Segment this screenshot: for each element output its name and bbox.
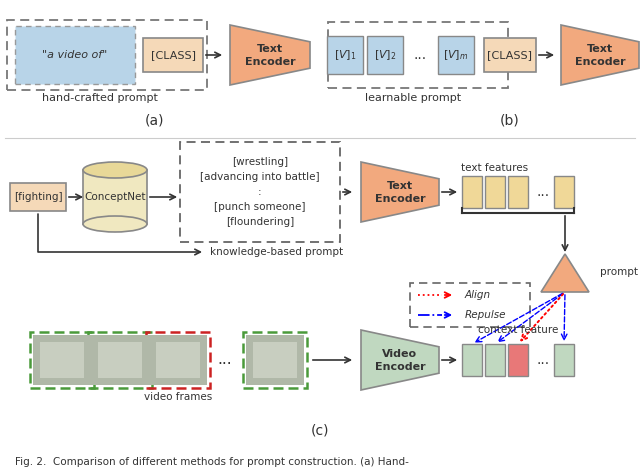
Ellipse shape xyxy=(83,162,147,178)
Text: ConceptNet: ConceptNet xyxy=(84,192,146,202)
Text: text features: text features xyxy=(461,163,529,173)
Bar xyxy=(149,335,207,385)
Bar xyxy=(554,344,574,376)
Bar xyxy=(462,344,482,376)
Bar xyxy=(15,26,135,84)
Text: Text: Text xyxy=(257,44,283,54)
Text: ...: ... xyxy=(413,48,427,62)
Bar xyxy=(485,344,505,376)
Text: Text: Text xyxy=(587,44,613,54)
Bar xyxy=(30,332,94,388)
Bar xyxy=(7,20,207,90)
Text: [floundering]: [floundering] xyxy=(226,217,294,227)
Bar xyxy=(40,342,84,378)
Bar xyxy=(508,344,528,376)
Text: hand-crafted prompt: hand-crafted prompt xyxy=(42,93,158,103)
Bar xyxy=(367,36,403,74)
Text: prompt feature: prompt feature xyxy=(600,267,640,277)
Bar xyxy=(180,142,340,242)
Text: [punch someone]: [punch someone] xyxy=(214,202,306,212)
Text: knowledge-based prompt: knowledge-based prompt xyxy=(210,247,343,257)
Bar xyxy=(83,170,147,224)
Polygon shape xyxy=(541,254,589,292)
Text: Encoder: Encoder xyxy=(374,362,426,372)
Bar xyxy=(146,332,210,388)
Bar xyxy=(253,342,297,378)
Bar xyxy=(462,176,482,208)
Bar xyxy=(91,335,149,385)
Text: Text: Text xyxy=(387,181,413,191)
Text: $[V]_2$: $[V]_2$ xyxy=(374,48,396,62)
Polygon shape xyxy=(361,330,439,390)
Bar xyxy=(88,332,152,388)
Text: [CLASS]: [CLASS] xyxy=(488,50,532,60)
Text: $[V]_m$: $[V]_m$ xyxy=(444,48,468,62)
Text: Encoder: Encoder xyxy=(575,57,625,67)
Text: ...: ... xyxy=(536,353,550,367)
Text: ...: ... xyxy=(218,352,232,368)
Bar xyxy=(328,22,508,88)
Polygon shape xyxy=(361,162,439,222)
Text: ...: ... xyxy=(536,185,550,199)
Bar xyxy=(484,38,536,72)
Bar xyxy=(438,36,474,74)
Text: Align: Align xyxy=(465,290,491,300)
Bar xyxy=(143,38,203,72)
Text: video frames: video frames xyxy=(144,392,212,402)
Text: Encoder: Encoder xyxy=(244,57,295,67)
Bar xyxy=(410,283,530,327)
Text: [fighting]: [fighting] xyxy=(13,192,62,202)
Text: [CLASS]: [CLASS] xyxy=(150,50,195,60)
Text: $[V]_1$: $[V]_1$ xyxy=(333,48,356,62)
Text: context feature: context feature xyxy=(478,325,558,335)
Bar xyxy=(246,335,304,385)
Text: Repulse: Repulse xyxy=(465,310,506,320)
Bar xyxy=(508,176,528,208)
Text: (c): (c) xyxy=(311,423,329,437)
Bar xyxy=(485,176,505,208)
Bar xyxy=(327,36,363,74)
Polygon shape xyxy=(561,25,639,85)
Text: Fig. 2.  Comparison of different methods for prompt construction. (a) Hand-: Fig. 2. Comparison of different methods … xyxy=(15,457,409,467)
Bar xyxy=(156,342,200,378)
Text: [advancing into battle]: [advancing into battle] xyxy=(200,172,320,182)
Bar xyxy=(98,342,142,378)
Ellipse shape xyxy=(83,216,147,232)
Text: [wrestling]: [wrestling] xyxy=(232,157,288,167)
Bar xyxy=(554,176,574,208)
Bar xyxy=(33,335,91,385)
Text: (b): (b) xyxy=(500,113,520,127)
Text: Video: Video xyxy=(383,349,417,359)
Text: learnable prompt: learnable prompt xyxy=(365,93,461,103)
Bar xyxy=(10,183,66,211)
Text: :: : xyxy=(258,187,262,197)
Text: (a): (a) xyxy=(145,113,164,127)
Text: "a video of": "a video of" xyxy=(42,50,108,60)
Text: Encoder: Encoder xyxy=(374,194,426,204)
Bar xyxy=(243,332,307,388)
Polygon shape xyxy=(230,25,310,85)
